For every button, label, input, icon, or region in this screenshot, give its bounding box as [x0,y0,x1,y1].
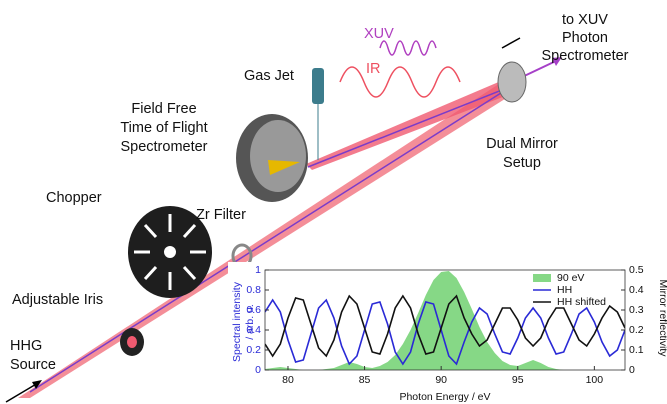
y-tick-label: 0.6 [246,304,261,316]
label: IR [366,61,381,77]
label: to XUV [562,12,608,28]
y2-tick-label: 0.4 [629,284,644,296]
y-tick-label: 0.4 [246,324,261,336]
y-tick-label: 0 [255,364,261,376]
y-tick-label: 1 [255,264,261,276]
y2-tick-label: 0 [629,364,635,376]
y2-tick-label: 0.5 [629,264,644,276]
iris-aperture [127,336,137,348]
label: XUV [364,26,394,42]
xuv-wave [380,41,436,55]
label: Time of Flight [120,120,207,136]
label: Setup [503,155,541,171]
y2-tick-label: 0.1 [629,344,644,356]
label: Field Free [131,101,196,117]
dual-mirror [498,62,526,102]
x-tick-label: 85 [359,374,371,386]
label: Source [10,357,56,373]
x-tick-label: 80 [282,374,294,386]
mirror-motion [502,38,520,48]
y-axis-label: Spectral intensity [231,281,243,362]
y2-axis-label: Mirror reflectivity [657,279,667,357]
legend-label: HH [557,284,572,296]
y-tick-label: 0.8 [246,284,261,296]
figure: XUV IR to XUV Photon Spectrometer Gas Je… [0,0,667,404]
label: Zr Filter [196,207,246,223]
label: HHG [10,338,42,354]
label: Spectrometer [120,139,207,155]
y-tick-label: 0.2 [246,344,261,356]
x-axis-label: Photon Energy / eV [399,391,490,403]
label: Photon [562,30,608,46]
x-tick-label: 95 [512,374,524,386]
y2-tick-label: 0.2 [629,324,644,336]
label: Dual Mirror [486,136,558,152]
ir-wave [340,67,460,97]
label: Spectrometer [541,48,628,64]
chopper-hub [164,246,176,258]
x-tick-label: 100 [586,374,604,386]
tof-face [250,120,306,192]
x-tick-label: 90 [435,374,447,386]
y2-tick-label: 0.3 [629,304,644,316]
legend-swatch [533,274,551,282]
legend-label: 90 eV [557,272,584,284]
label: Gas Jet [244,68,294,84]
gas-jet [312,68,324,104]
label: Chopper [46,190,102,206]
legend-label: HH shifted [557,296,606,308]
label: Adjustable Iris [12,292,103,308]
